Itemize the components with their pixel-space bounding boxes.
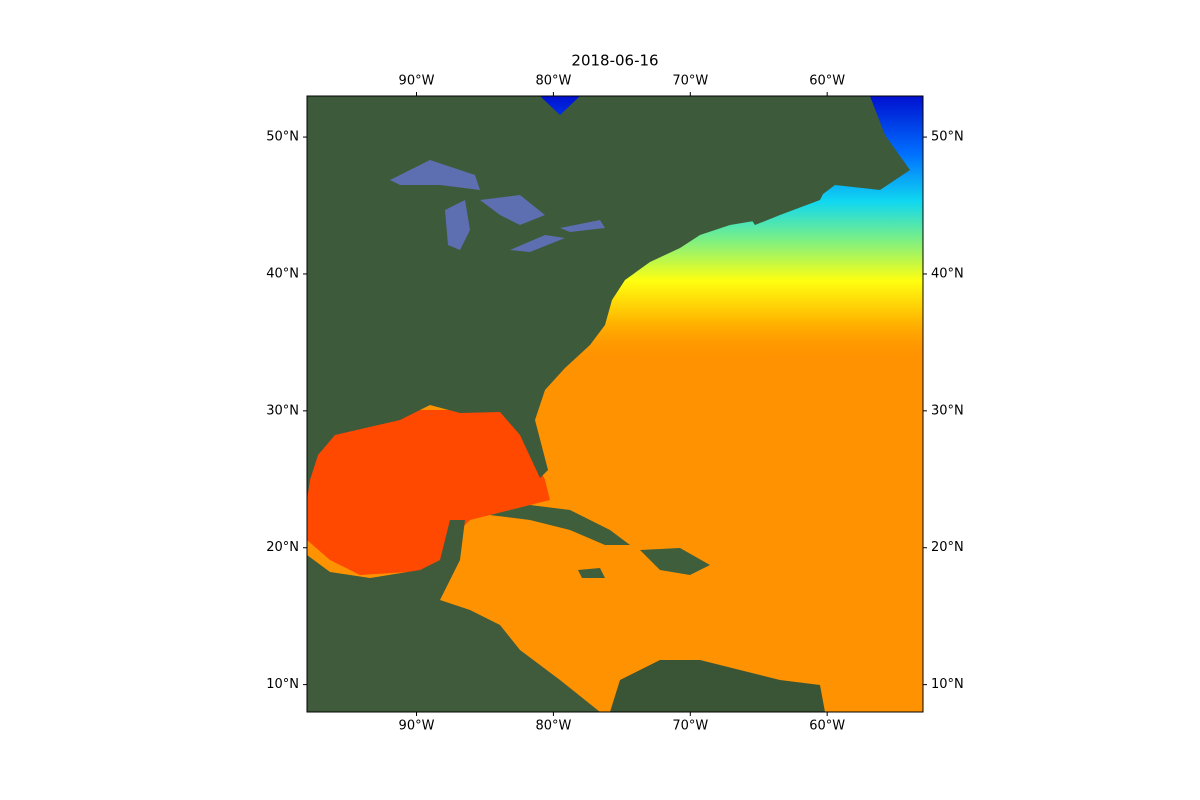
y-tick-label: 30°N <box>931 403 964 418</box>
central-america <box>307 520 600 712</box>
jamaica <box>578 568 605 578</box>
x-tick-label: 90°W <box>399 74 435 89</box>
nova-scotia <box>745 180 830 225</box>
x-tick-label: 60°W <box>809 74 845 89</box>
x-tick-label: 70°W <box>672 719 708 734</box>
x-tick-label: 70°W <box>672 74 708 89</box>
x-tick-label: 80°W <box>535 719 571 734</box>
map-title: 2018-06-16 <box>571 52 658 70</box>
y-tick-label: 40°N <box>931 266 964 281</box>
hispaniola <box>640 548 710 575</box>
y-tick-label: 50°N <box>266 130 299 145</box>
y-tick-label: 50°N <box>931 130 964 145</box>
y-tick-label: 20°N <box>931 540 964 555</box>
y-tick-label: 40°N <box>266 266 299 281</box>
gulf-of-mexico <box>307 410 550 575</box>
lake-superior <box>390 160 480 190</box>
north-america <box>307 96 910 500</box>
lake-huron <box>480 195 545 225</box>
lake-erie <box>510 235 565 252</box>
x-tick-label: 90°W <box>399 719 435 734</box>
x-tick-label: 80°W <box>535 74 571 89</box>
lake-ontario <box>560 220 605 232</box>
cuba <box>490 505 630 545</box>
south-america <box>610 660 825 712</box>
y-tick-label: 10°N <box>266 677 299 692</box>
lake-michigan <box>445 200 470 250</box>
y-tick-label: 30°N <box>266 403 299 418</box>
map-imagery <box>307 96 923 712</box>
x-tick-label: 60°W <box>809 719 845 734</box>
map-frame <box>306 95 924 713</box>
y-tick-label: 20°N <box>266 540 299 555</box>
y-tick-label: 10°N <box>931 677 964 692</box>
